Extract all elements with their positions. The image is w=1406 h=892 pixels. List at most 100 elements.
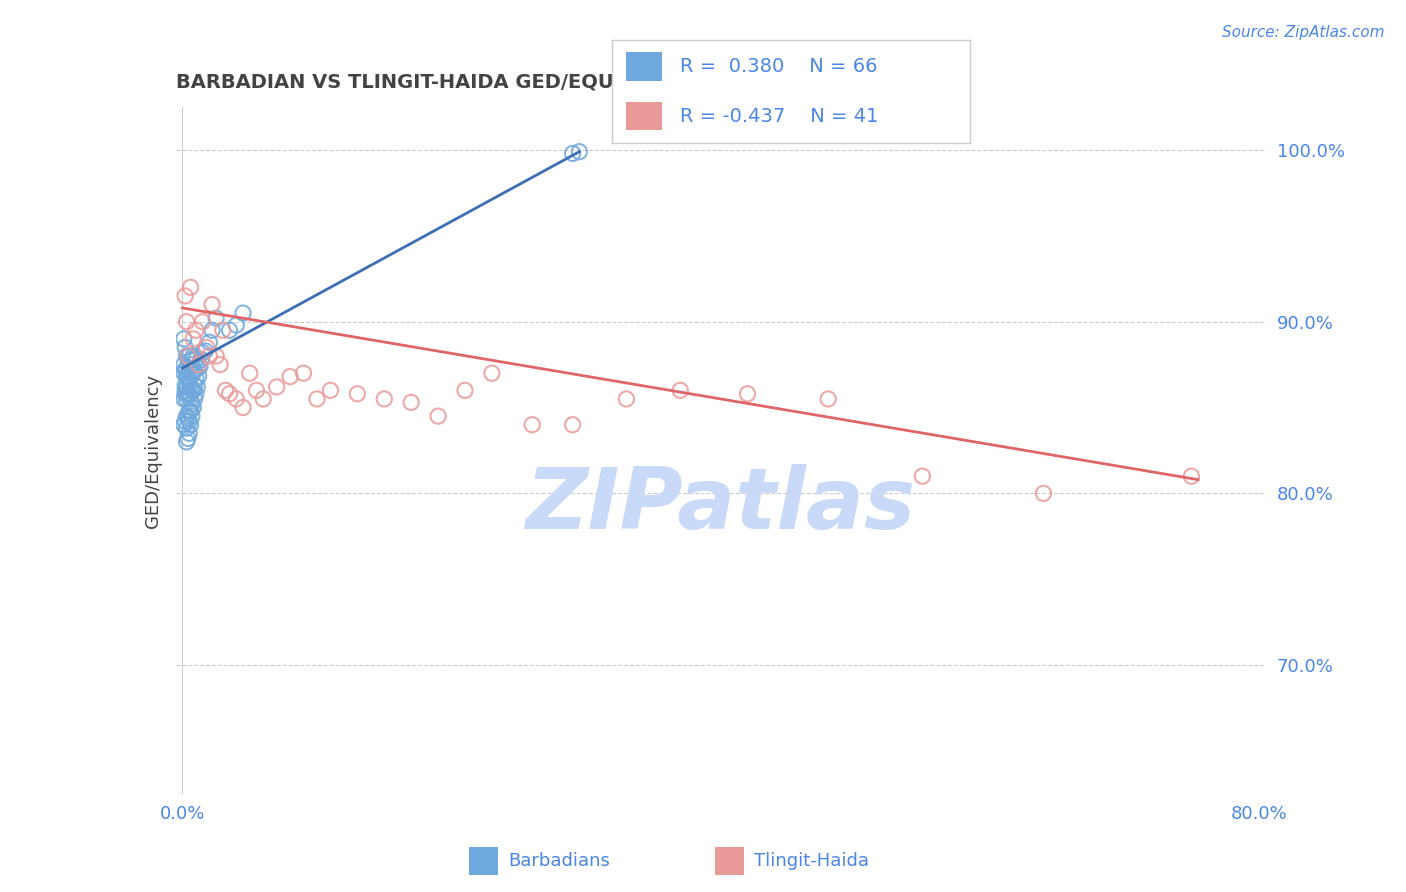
Point	[669, 384, 692, 398]
Point	[209, 358, 232, 372]
Text: Tlingit-Haida: Tlingit-Haida	[754, 852, 869, 871]
Point	[180, 417, 202, 432]
Point	[177, 349, 200, 363]
Point	[252, 392, 274, 406]
Text: R = -0.437    N = 41: R = -0.437 N = 41	[679, 106, 879, 126]
Point	[180, 409, 202, 424]
Point	[176, 421, 198, 435]
Point	[616, 392, 638, 406]
Point	[183, 392, 205, 406]
Point	[184, 323, 207, 337]
Point	[174, 384, 197, 398]
Point	[454, 384, 477, 398]
Point	[205, 349, 228, 363]
Point	[186, 380, 208, 394]
Point	[188, 359, 211, 374]
Point	[180, 280, 202, 294]
Point	[174, 378, 197, 392]
Point	[176, 434, 198, 449]
Point	[176, 361, 198, 376]
Point	[173, 392, 195, 406]
Point	[179, 404, 201, 418]
Point	[180, 358, 202, 372]
Point	[427, 409, 450, 424]
Text: Source: ZipAtlas.com: Source: ZipAtlas.com	[1222, 25, 1385, 40]
Point	[180, 397, 202, 411]
Point	[198, 349, 221, 363]
Point	[181, 332, 204, 346]
Point	[184, 371, 207, 385]
Point	[198, 335, 221, 350]
Point	[561, 417, 583, 432]
Text: BARBADIAN VS TLINGIT-HAIDA GED/EQUIVALENCY CORRELATION CHART: BARBADIAN VS TLINGIT-HAIDA GED/EQUIVALEN…	[176, 72, 960, 92]
Point	[176, 409, 198, 424]
Point	[180, 366, 202, 380]
Point	[1180, 469, 1202, 483]
Point	[181, 401, 204, 415]
Point	[346, 386, 368, 401]
Point	[180, 392, 202, 406]
Text: R =  0.380    N = 66: R = 0.380 N = 66	[679, 57, 877, 77]
Point	[181, 366, 204, 380]
Bar	[626, 102, 662, 130]
Point	[399, 395, 422, 409]
Point	[176, 380, 198, 394]
Point	[1032, 486, 1054, 500]
Point	[177, 410, 200, 425]
Point	[232, 401, 254, 415]
Point	[181, 349, 204, 363]
Point	[305, 392, 328, 406]
Point	[225, 392, 247, 406]
Point	[179, 361, 201, 376]
Point	[183, 378, 205, 392]
Point	[176, 392, 198, 406]
Text: ZIPatlas: ZIPatlas	[526, 464, 915, 547]
Point	[176, 315, 198, 329]
Point	[266, 380, 288, 394]
Point	[911, 469, 934, 483]
Point	[225, 318, 247, 332]
Point	[190, 352, 212, 367]
Point	[232, 306, 254, 320]
Point	[194, 343, 217, 358]
Point	[173, 417, 195, 432]
Point	[187, 358, 209, 372]
Point	[183, 363, 205, 377]
Y-axis label: GED/Equivalency: GED/Equivalency	[143, 374, 162, 527]
Point	[186, 361, 208, 376]
Point	[181, 384, 204, 398]
Point	[561, 146, 583, 161]
Point	[173, 366, 195, 380]
Point	[176, 369, 198, 384]
Point	[174, 289, 197, 303]
Point	[201, 323, 224, 337]
Point	[187, 369, 209, 384]
Point	[184, 352, 207, 367]
Bar	[716, 847, 745, 875]
Point	[211, 323, 233, 337]
Point	[205, 311, 228, 326]
Point	[191, 315, 214, 329]
Point	[180, 378, 202, 392]
Point	[177, 371, 200, 385]
Point	[201, 297, 224, 311]
Point	[174, 363, 197, 377]
Point	[179, 375, 201, 389]
Bar	[470, 847, 499, 875]
Point	[179, 349, 201, 363]
Point	[481, 366, 503, 380]
Point	[179, 426, 201, 441]
Point	[179, 386, 201, 401]
Point	[173, 332, 195, 346]
Point	[817, 392, 839, 406]
Bar	[626, 53, 662, 81]
Point	[522, 417, 544, 432]
Point	[177, 349, 200, 363]
Point	[737, 386, 759, 401]
Point	[176, 349, 198, 363]
Point	[319, 384, 342, 398]
Point	[218, 323, 240, 337]
Point	[191, 345, 214, 359]
Point	[214, 384, 236, 398]
Point	[173, 358, 195, 372]
